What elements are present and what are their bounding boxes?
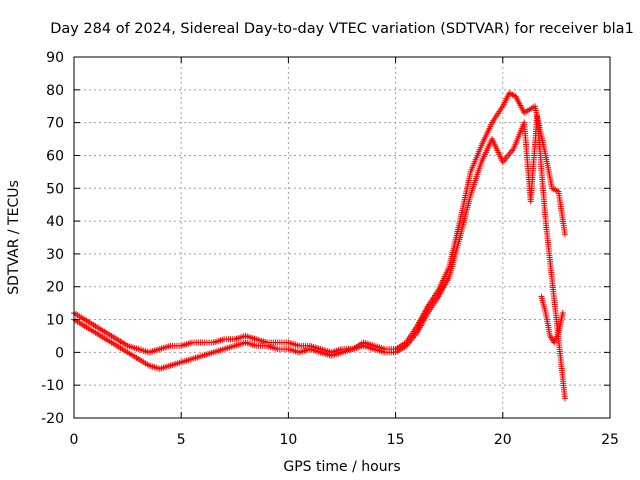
x-tick-label: 20	[494, 432, 512, 448]
x-tick-label: 15	[387, 432, 405, 448]
x-tick-label: 5	[177, 432, 186, 448]
x-tick-label: 10	[279, 432, 297, 448]
y-tick-label: 10	[46, 313, 64, 329]
x-tick-label: 0	[70, 432, 79, 448]
y-tick-label: 90	[46, 50, 64, 66]
data-series	[71, 90, 568, 402]
chart-title: Day 284 of 2024, Sidereal Day-to-day VTE…	[50, 21, 634, 37]
track-branch-point	[559, 309, 566, 316]
y-tick-label: 20	[46, 280, 64, 296]
y-tick-label: 80	[46, 83, 64, 99]
x-axis-label: GPS time / hours	[283, 459, 400, 475]
y-tick-label: 70	[46, 116, 64, 132]
y-tick-label: -20	[41, 411, 64, 427]
y-tick-label: 30	[46, 247, 64, 263]
y-tick-label: 0	[55, 345, 64, 361]
y-tick-label: 40	[46, 214, 64, 230]
y-tick-label: -10	[41, 378, 64, 394]
track-lower-point	[561, 395, 568, 402]
x-tick-label: 25	[601, 432, 619, 448]
track-upper-point	[561, 231, 568, 238]
y-axis-label: SDTVAR / TECUs	[6, 180, 22, 295]
grid-lines	[74, 57, 610, 418]
y-tick-label: 50	[46, 181, 64, 197]
y-tick-label: 60	[46, 148, 64, 164]
axis-ticks: -20 -10 0 10 20 30 40 50 60 70 80 90 0 5 10 15 20 25	[41, 50, 619, 448]
plot-frame	[73, 56, 611, 419]
